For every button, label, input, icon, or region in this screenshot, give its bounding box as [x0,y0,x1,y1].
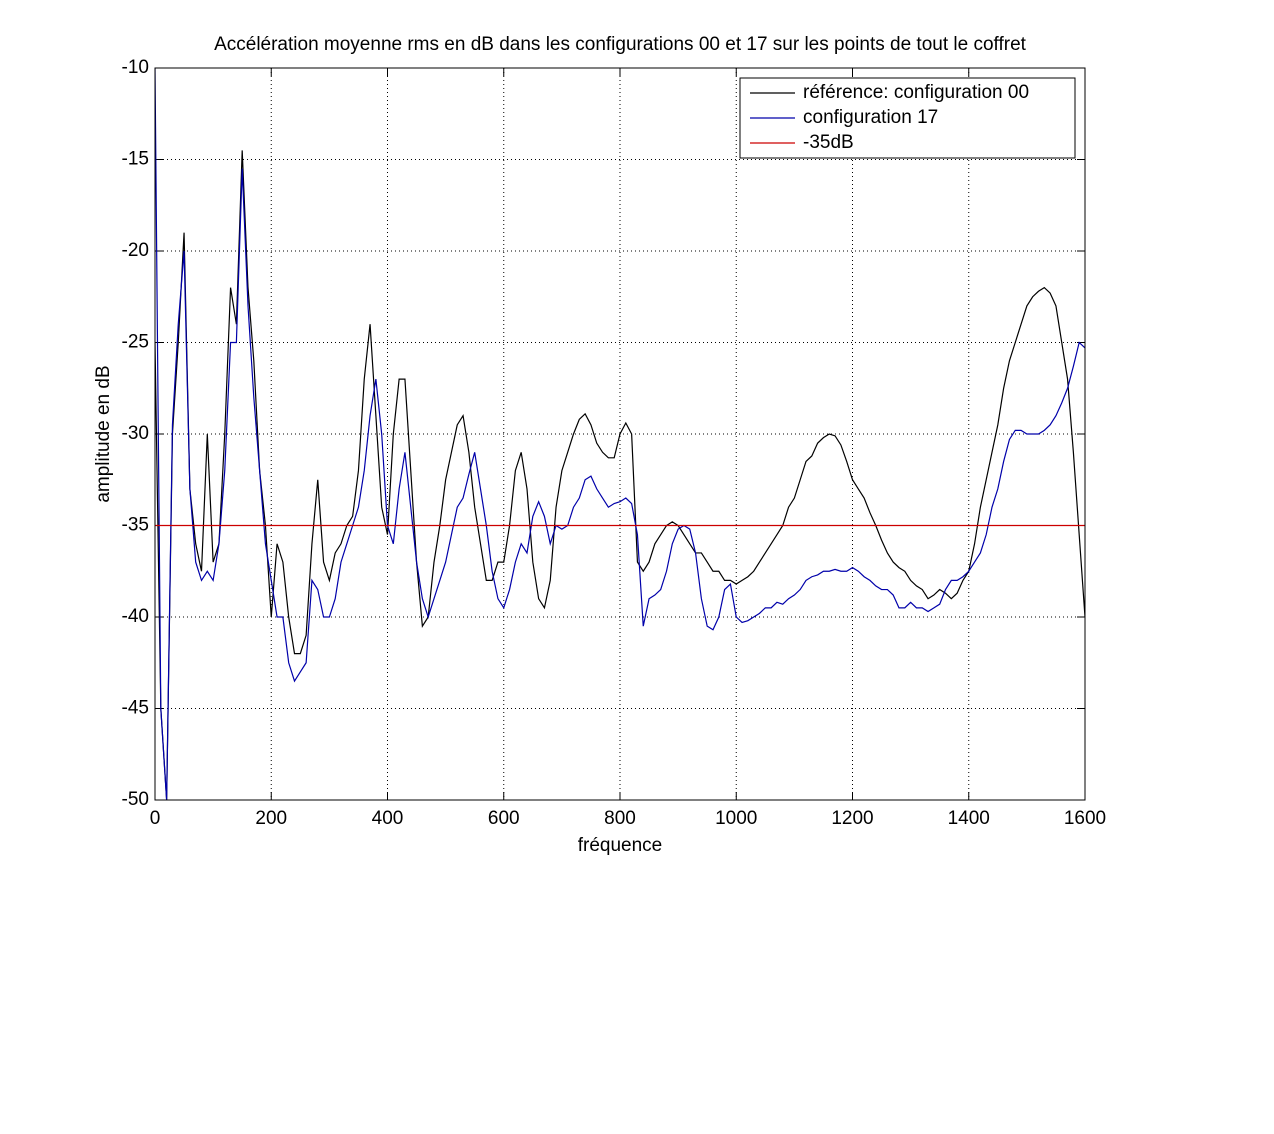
x-tick-label: 600 [488,808,520,829]
series-line [155,150,1085,800]
x-tick-label: 1600 [1064,808,1106,829]
series-line [155,68,1085,800]
y-axis-label: amplitude en dB [93,365,114,502]
y-tick-label: -50 [122,789,149,810]
y-tick-label: -10 [122,57,149,78]
y-tick-label: -20 [122,240,149,261]
x-tick-label: 1000 [715,808,757,829]
y-tick-label: -45 [122,698,149,719]
plot-frame [154,67,1086,801]
y-tick-label: -35 [122,515,149,536]
y-tick-label: -25 [122,332,149,353]
x-tick-label: 1400 [948,808,990,829]
legend-label: référence: configuration 00 [803,82,1029,103]
y-tick-label: -30 [122,423,149,444]
x-tick-label: 800 [604,808,636,829]
x-axis-label: fréquence [578,835,663,856]
x-tick-label: 400 [372,808,404,829]
y-tick-label: -15 [122,149,149,170]
legend-label: configuration 17 [803,107,938,128]
legend-label: -35dB [803,132,854,153]
y-tick-label: -40 [122,606,149,627]
legend: référence: configuration 00 configuration… [739,77,1076,159]
legend-box [739,77,1076,159]
x-tick-label: 0 [150,808,161,829]
x-tick-label: 200 [255,808,287,829]
x-tick-label: 1200 [831,808,873,829]
chart-title: Accélération moyenne rms en dB dans les … [214,34,1027,55]
